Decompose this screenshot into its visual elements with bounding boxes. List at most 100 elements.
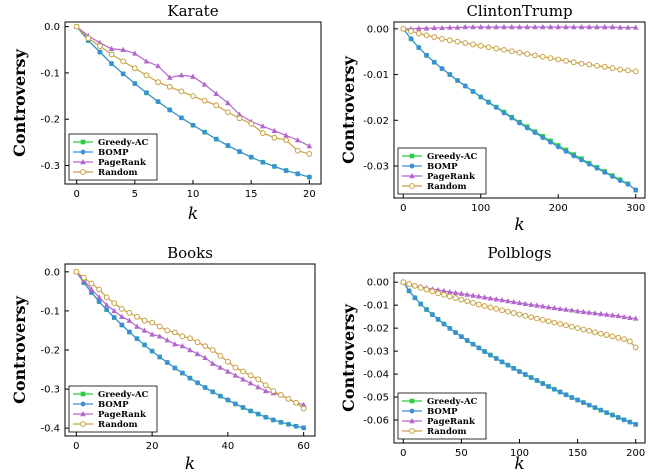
data-point xyxy=(213,90,220,96)
data-point xyxy=(96,294,102,300)
legend-marker xyxy=(409,173,415,179)
data-point xyxy=(118,306,125,312)
data-point xyxy=(557,321,564,327)
chart-title: ClintonTrump xyxy=(466,2,572,20)
data-point xyxy=(202,354,208,361)
data-point xyxy=(120,58,127,65)
y-tick-label: -0.2 xyxy=(40,115,60,126)
legend-marker xyxy=(80,391,86,397)
data-point xyxy=(111,300,118,306)
y-tick-label: -0.02 xyxy=(363,116,389,127)
data-point xyxy=(454,38,461,45)
data-point xyxy=(132,50,138,56)
data-point xyxy=(225,368,231,374)
data-point xyxy=(236,111,243,117)
legend-marker xyxy=(80,169,86,175)
data-point xyxy=(119,313,125,319)
data-point xyxy=(240,368,246,375)
legend-marker xyxy=(409,163,415,169)
data-point xyxy=(144,90,149,96)
legend-marker xyxy=(80,401,86,407)
data-point xyxy=(446,24,453,30)
data-point xyxy=(131,65,138,72)
data-point xyxy=(501,46,507,53)
data-point xyxy=(415,25,422,31)
y-tick-label: -0.04 xyxy=(363,370,389,381)
data-point xyxy=(262,382,269,389)
data-point xyxy=(621,313,627,320)
data-point xyxy=(209,360,216,366)
y-tick-label: -0.01 xyxy=(363,70,389,81)
data-point xyxy=(97,43,103,49)
data-point xyxy=(603,311,610,317)
data-point xyxy=(476,345,482,351)
data-point xyxy=(539,316,546,323)
data-point xyxy=(447,325,453,331)
legend-label: PageRank xyxy=(98,410,147,420)
data-point xyxy=(431,59,437,65)
series-random xyxy=(400,279,639,351)
data-point xyxy=(217,393,223,399)
data-point xyxy=(306,174,312,180)
x-tick-label: 100 xyxy=(510,448,529,459)
data-point xyxy=(301,425,307,431)
data-point xyxy=(633,421,639,427)
data-point xyxy=(568,323,575,330)
data-point xyxy=(255,384,261,390)
data-point xyxy=(548,139,553,145)
data-point xyxy=(487,304,494,311)
data-point xyxy=(470,292,476,298)
data-point xyxy=(272,164,277,169)
x-tick-label: 20 xyxy=(146,441,159,452)
data-point xyxy=(486,100,491,105)
data-point xyxy=(202,129,208,135)
data-point xyxy=(143,72,150,79)
data-point xyxy=(570,24,577,30)
data-point xyxy=(194,339,201,346)
data-point xyxy=(285,395,292,402)
legend-label: Random xyxy=(427,427,467,437)
data-point xyxy=(563,306,569,312)
series-random xyxy=(73,23,313,157)
data-point xyxy=(172,365,178,371)
data-point xyxy=(108,51,115,58)
x-tick-label: 300 xyxy=(626,203,645,214)
data-point xyxy=(424,52,429,58)
data-point xyxy=(439,36,445,42)
data-point xyxy=(462,24,469,30)
data-point xyxy=(240,405,246,410)
y-axis-label: Controversy xyxy=(10,295,29,403)
data-point xyxy=(568,307,575,313)
data-point xyxy=(111,315,117,320)
legend-marker xyxy=(409,153,415,159)
y-tick-label: -0.01 xyxy=(363,301,389,312)
data-point xyxy=(236,115,243,122)
data-point xyxy=(166,83,173,90)
data-point xyxy=(563,57,569,64)
data-point xyxy=(580,326,587,333)
legend-label: Greedy-AC xyxy=(98,138,149,148)
data-point xyxy=(487,295,494,301)
data-point xyxy=(190,73,196,79)
legend-label: Random xyxy=(427,182,467,192)
data-point xyxy=(155,99,161,105)
data-point xyxy=(601,63,608,70)
data-point xyxy=(501,24,507,30)
y-tick-label: -0.3 xyxy=(40,161,60,172)
legend-marker xyxy=(80,159,86,165)
data-point xyxy=(510,298,517,305)
data-point xyxy=(247,372,254,379)
data-point xyxy=(586,309,593,315)
data-point xyxy=(96,286,102,293)
data-point xyxy=(610,174,615,179)
data-point xyxy=(615,415,621,420)
data-point xyxy=(528,314,535,321)
data-point xyxy=(441,287,447,294)
series-random xyxy=(400,25,639,75)
x-tick-label: 10 xyxy=(187,189,200,200)
data-point xyxy=(431,24,438,31)
data-point xyxy=(201,97,208,104)
data-point xyxy=(539,53,546,60)
